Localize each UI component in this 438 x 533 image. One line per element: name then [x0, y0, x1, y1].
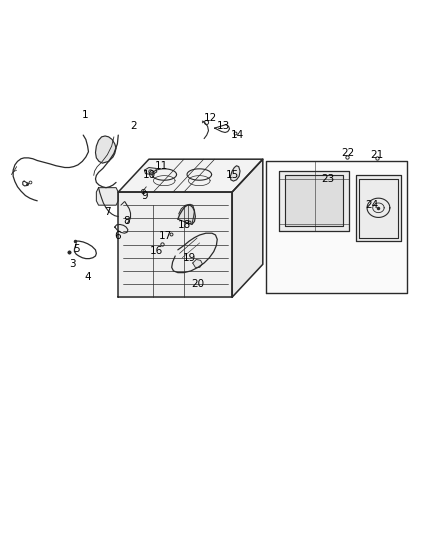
- Text: 16: 16: [150, 246, 163, 256]
- Text: 19: 19: [183, 253, 196, 263]
- Text: 22: 22: [342, 149, 355, 158]
- Polygon shape: [193, 260, 202, 268]
- Text: 18: 18: [177, 220, 191, 230]
- Polygon shape: [285, 175, 343, 226]
- Polygon shape: [96, 188, 118, 205]
- Polygon shape: [95, 136, 116, 163]
- Polygon shape: [178, 204, 194, 224]
- Text: 21: 21: [370, 150, 383, 160]
- Text: 23: 23: [321, 174, 334, 184]
- Text: 24: 24: [365, 200, 378, 210]
- Text: 4: 4: [84, 272, 91, 282]
- Text: 8: 8: [124, 215, 131, 225]
- Polygon shape: [145, 167, 157, 174]
- Text: 3: 3: [69, 260, 76, 269]
- Polygon shape: [118, 192, 232, 297]
- Text: 11: 11: [155, 161, 168, 171]
- Text: 1: 1: [82, 110, 89, 120]
- Polygon shape: [232, 159, 263, 297]
- Text: 9: 9: [141, 191, 148, 201]
- Text: 13: 13: [217, 122, 230, 131]
- Text: 14: 14: [231, 130, 244, 140]
- Text: 12: 12: [204, 112, 217, 123]
- Text: 20: 20: [191, 279, 205, 289]
- Polygon shape: [118, 159, 263, 192]
- Polygon shape: [356, 175, 401, 241]
- Polygon shape: [279, 171, 349, 231]
- Polygon shape: [230, 166, 240, 181]
- Text: 2: 2: [130, 122, 137, 131]
- Text: 7: 7: [104, 207, 111, 217]
- Text: 10: 10: [143, 169, 156, 180]
- Polygon shape: [266, 161, 407, 293]
- Text: 5: 5: [73, 244, 80, 254]
- Text: 17: 17: [159, 231, 172, 241]
- Text: 15: 15: [226, 169, 239, 180]
- Text: 6: 6: [114, 231, 121, 241]
